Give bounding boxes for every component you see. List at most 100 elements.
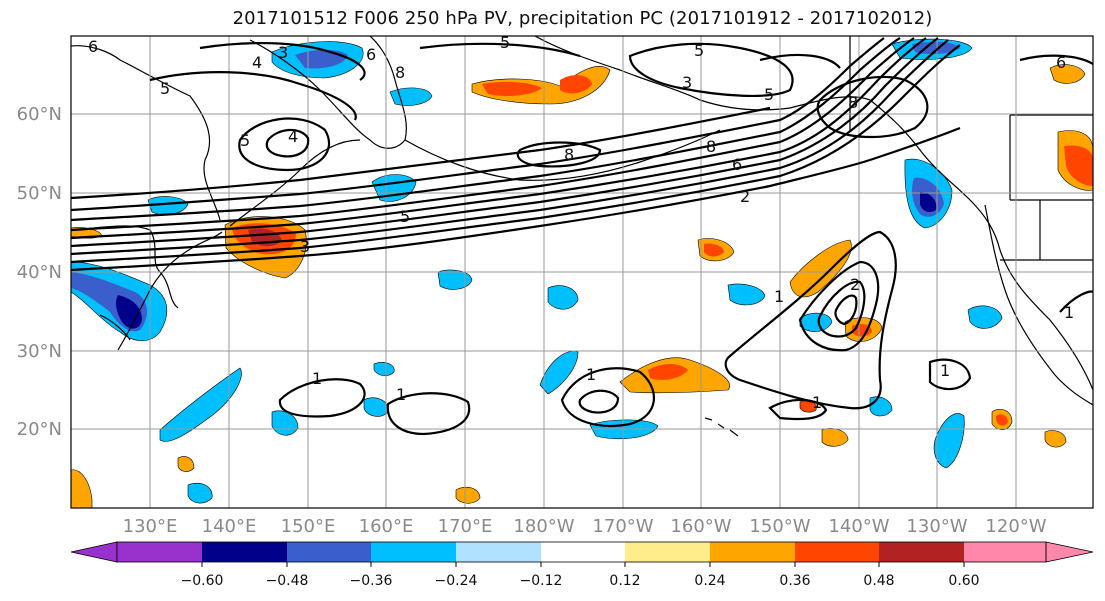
colorbar-segment xyxy=(202,542,287,562)
lon-label: 140°E xyxy=(202,516,257,537)
contour-north-b xyxy=(199,41,366,81)
colorbar-frame xyxy=(116,541,1047,563)
contour-jet-8 xyxy=(71,106,771,200)
precip-pos-ne xyxy=(1049,64,1086,84)
colorbar-tick-label: −0.48 xyxy=(266,573,309,589)
contour-label: 1 xyxy=(312,369,322,388)
hawaii xyxy=(704,417,739,437)
contour-cutoff-core xyxy=(834,294,858,326)
precip-neg-k xyxy=(933,413,965,469)
contour-label: 6 xyxy=(88,37,98,56)
colorbar-segment xyxy=(625,542,710,562)
colorbar-segment xyxy=(964,542,1046,562)
precip-neg-ne-core xyxy=(912,41,960,55)
colorbar-tick-label: 0.60 xyxy=(948,573,979,589)
precip-neg-b xyxy=(389,87,433,106)
contour-jet-5 xyxy=(71,37,915,232)
contour-northeast xyxy=(1019,54,1093,65)
contour-east-coast xyxy=(1059,290,1093,313)
latitude-labels: 60°N 50°N 40°N 30°N 20°N xyxy=(17,104,62,440)
lon-label: 170°W xyxy=(592,516,653,537)
pv-contours xyxy=(71,37,1093,436)
colorbar-extend-high xyxy=(1045,541,1094,563)
contour-label: 3 xyxy=(278,43,288,62)
contour-cutoff-outer xyxy=(724,230,897,410)
contour-east-small-b xyxy=(768,398,828,421)
contour-north-d xyxy=(628,42,794,97)
precip-pos-g xyxy=(71,469,93,508)
contour-label: 6 xyxy=(732,155,742,174)
contour-cutoff-inner xyxy=(817,280,866,338)
contour-label: 8 xyxy=(395,63,405,82)
us-coast xyxy=(984,204,1093,406)
contour-jet-6 xyxy=(71,37,901,222)
lon-label: 160°W xyxy=(670,516,731,537)
contour-label: 2 xyxy=(850,275,860,294)
lon-label: 130°E xyxy=(123,516,178,537)
contour-label: 6 xyxy=(1056,53,1066,72)
colorbar-tick-label: 0.48 xyxy=(863,573,894,589)
lon-label: 170°E xyxy=(438,516,493,537)
contour-mid-pac xyxy=(560,367,655,428)
lon-label: 120°W xyxy=(985,516,1046,537)
contour-north-a xyxy=(149,71,357,121)
precip-pos-hudson-core xyxy=(1064,145,1093,186)
contour-west-pac xyxy=(278,378,366,418)
contour-label: 8 xyxy=(848,93,858,112)
precip-pos-bering-b xyxy=(560,75,592,94)
canada-border xyxy=(1000,114,1093,261)
precip-neg-q xyxy=(799,312,833,332)
lon-label: 180°W xyxy=(513,516,574,537)
contour-label: 1 xyxy=(774,287,784,306)
contour-label: 3 xyxy=(300,237,310,256)
precip-pos-f xyxy=(455,486,481,504)
colorbar-segment xyxy=(710,542,795,562)
colorbar-segment xyxy=(117,542,202,562)
precip-neg-o xyxy=(373,362,395,376)
contour-jet-2 xyxy=(71,39,949,256)
contour-label: 3 xyxy=(682,73,692,92)
contour-alaska xyxy=(816,75,929,139)
colorbar-tick-label: −0.12 xyxy=(520,573,563,589)
lat-label: 50°N xyxy=(17,183,62,204)
colorbar-segment xyxy=(795,542,879,562)
colorbar-extend-low xyxy=(70,541,118,563)
contour-label: 5 xyxy=(694,41,704,60)
colorbar-segment xyxy=(879,542,964,562)
contour-west-pac-b xyxy=(386,392,471,436)
contour-label: 2 xyxy=(740,187,750,206)
precip-neg-n xyxy=(187,482,213,504)
lon-label: 150°W xyxy=(749,516,810,537)
map-frame xyxy=(70,35,1094,509)
precip-pos-bering-core xyxy=(482,81,542,96)
colorbar-segment xyxy=(371,542,456,562)
contour-label: 5 xyxy=(764,85,774,104)
contour-cutoff-mid xyxy=(798,260,880,352)
lat-label: 60°N xyxy=(17,104,62,125)
lat-label: 40°N xyxy=(17,262,62,283)
contour-east-small xyxy=(928,358,972,391)
precip-neg-f xyxy=(727,283,766,306)
colorbar-segment xyxy=(287,542,371,562)
contour-jet-1 xyxy=(71,44,961,264)
contour-north-e xyxy=(516,141,602,168)
colorbar-tick-label: 0.12 xyxy=(609,573,640,589)
contour-label: 5 xyxy=(240,131,250,150)
precip-pos-c-core xyxy=(996,414,1008,426)
kamchatka-coast xyxy=(249,36,407,149)
gridlines xyxy=(71,36,1093,508)
contour-jet-4 xyxy=(71,37,927,240)
aleutian-chain xyxy=(404,129,721,181)
contour-label: 1 xyxy=(586,365,596,384)
contour-label: 1 xyxy=(396,385,406,404)
contour-south xyxy=(71,126,961,272)
contour-label: 1 xyxy=(812,393,822,412)
contour-label: 5 xyxy=(160,79,170,98)
colorbar-tick-label: −0.24 xyxy=(435,573,478,589)
contour-ring-west-inner xyxy=(265,128,310,158)
alaska-coast xyxy=(534,36,1093,391)
lon-label: 160°E xyxy=(359,516,414,537)
contour-label: 5 xyxy=(400,207,410,226)
precip-neg-j xyxy=(539,351,579,395)
contour-label: 1 xyxy=(1064,303,1074,322)
